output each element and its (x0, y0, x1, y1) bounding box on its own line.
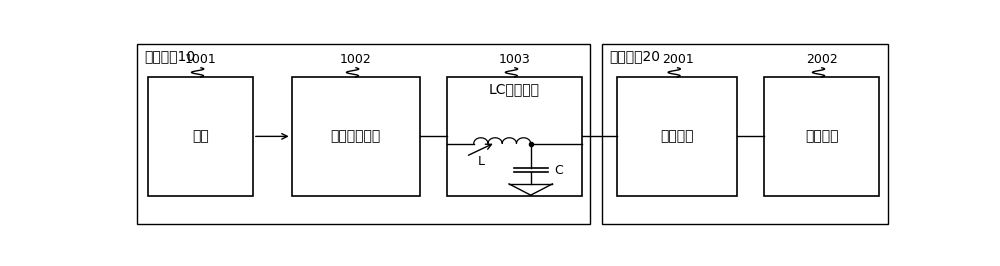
Text: 检测电路20: 检测电路20 (609, 49, 660, 63)
Text: 比较模块: 比较模块 (660, 129, 694, 143)
Bar (148, 77, 253, 196)
Bar (764, 77, 879, 196)
Bar (292, 77, 420, 196)
Text: C: C (554, 164, 563, 177)
Bar (602, 44, 888, 225)
Bar (617, 77, 737, 196)
Text: LC串联电路: LC串联电路 (489, 82, 540, 96)
Bar (447, 77, 582, 196)
Text: 1001: 1001 (185, 53, 217, 66)
Text: 2002: 2002 (806, 53, 838, 66)
Bar (137, 44, 590, 225)
Text: 1003: 1003 (499, 53, 531, 66)
Text: L: L (478, 155, 485, 168)
Text: 振荡电路10: 振荡电路10 (144, 49, 196, 63)
Text: 电源: 电源 (192, 129, 209, 143)
Text: 检测控制电路: 检测控制电路 (330, 129, 381, 143)
Text: 1002: 1002 (340, 53, 372, 66)
Text: 处理模块: 处理模块 (805, 129, 838, 143)
Text: 2001: 2001 (662, 53, 693, 66)
